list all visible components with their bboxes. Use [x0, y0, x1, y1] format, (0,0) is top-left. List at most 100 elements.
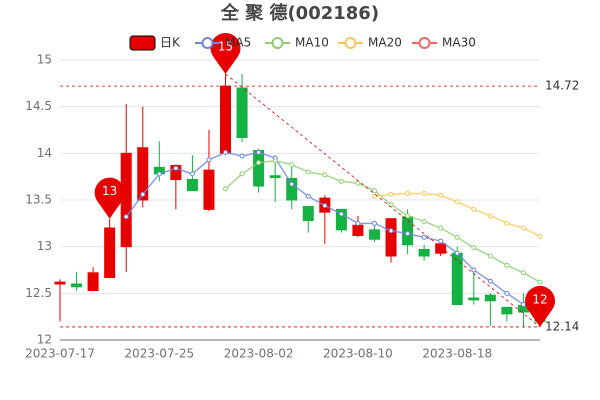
y-tick-label: 14 — [37, 146, 52, 160]
x-tick-label: 2023-08-10 — [323, 347, 393, 361]
ma-point — [239, 153, 245, 159]
ma-point — [454, 199, 460, 205]
mark-pin — [94, 177, 125, 219]
ma-point — [454, 250, 460, 256]
candle-body — [186, 178, 198, 192]
legend-icon — [129, 35, 156, 51]
candle-body — [71, 283, 83, 288]
ma-point — [123, 214, 129, 220]
ma-point — [322, 172, 328, 178]
candle-body — [269, 175, 281, 179]
candle-body — [402, 216, 414, 246]
candle-body — [170, 164, 182, 180]
ma-point — [438, 192, 444, 198]
x-tick-label: 2023-08-02 — [224, 347, 294, 361]
ma-point — [471, 206, 477, 212]
y-tick-label: 12.5 — [25, 286, 52, 300]
ma-point — [289, 162, 295, 168]
ma-point — [487, 278, 493, 284]
candle-body — [137, 147, 149, 201]
ma-point — [223, 149, 229, 155]
ma-point — [322, 203, 328, 209]
y-tick-label: 12 — [37, 333, 52, 347]
candle-body — [87, 272, 99, 292]
candle-body — [418, 248, 430, 257]
candle-body — [352, 224, 364, 236]
ma-point — [520, 302, 526, 308]
legend-label: MA20 — [368, 36, 402, 50]
legend-label: MA5 — [225, 36, 251, 50]
mark-pin — [525, 285, 555, 327]
ma-point — [173, 165, 179, 171]
x-tick-label: 2023-07-25 — [124, 347, 194, 361]
ma-point — [140, 191, 146, 197]
ma-point — [421, 190, 427, 196]
legend-icon — [418, 37, 431, 49]
candle-body — [435, 243, 447, 254]
ma-point — [421, 234, 427, 240]
ma-point — [537, 233, 543, 239]
candle-body — [335, 208, 347, 231]
ma-point — [471, 245, 477, 251]
ma-point — [487, 213, 493, 219]
ma-point — [338, 211, 344, 217]
ma-point — [338, 178, 344, 184]
ma-point — [520, 225, 526, 231]
ma-point — [371, 193, 377, 199]
ma-point — [189, 171, 195, 177]
y-tick-label: 13 — [37, 239, 52, 253]
candle-body — [253, 150, 265, 187]
ma-point — [537, 279, 543, 285]
candle-body — [302, 206, 314, 222]
ma-point — [371, 188, 377, 194]
candle-body — [286, 178, 298, 201]
trend-line — [225, 73, 541, 328]
ma-point — [454, 234, 460, 240]
ma-point — [371, 220, 377, 226]
ma-point — [504, 262, 510, 268]
x-tick-label: 2023-08-18 — [422, 347, 492, 361]
mark-line-label: 12.14 — [545, 319, 579, 333]
ma-point — [388, 228, 394, 234]
candle-body — [104, 227, 116, 278]
ma-point — [504, 290, 510, 296]
ma-point — [504, 220, 510, 226]
mark-line-label: 14.72 — [545, 79, 579, 93]
legend-label: MA30 — [442, 36, 476, 50]
legend-icon — [271, 37, 284, 49]
candle-body — [220, 85, 232, 154]
ma-point — [405, 231, 411, 237]
legend-icon — [344, 37, 357, 49]
mark-pin-label: 13 — [102, 184, 117, 198]
ma-point — [405, 213, 411, 219]
candle-body — [236, 87, 248, 138]
mark-pin-label: 15 — [218, 40, 233, 54]
ma-line — [225, 160, 541, 283]
ma-point — [487, 253, 493, 259]
ma-point — [438, 225, 444, 231]
ma-point — [289, 181, 295, 187]
candle-body — [451, 252, 463, 306]
ma-point — [438, 238, 444, 244]
candle-body — [468, 297, 480, 301]
candle-body — [484, 294, 496, 302]
candle-body — [203, 169, 215, 210]
legend-icon — [201, 37, 214, 49]
ma-point — [256, 149, 262, 155]
mark-pin-label: 12 — [532, 292, 547, 306]
ma-point — [421, 218, 427, 224]
y-tick-label: 13.5 — [25, 193, 52, 207]
ma-line — [125, 151, 541, 313]
ma-point — [520, 270, 526, 276]
chart-title: 全 聚 德(002186) — [220, 2, 379, 24]
ma-point — [206, 157, 212, 163]
ma-point — [156, 171, 162, 177]
ma-point — [355, 180, 361, 186]
ma-point — [256, 160, 262, 166]
candle-body — [385, 218, 397, 257]
legend-label: 日K — [160, 36, 181, 50]
y-tick-label: 14.5 — [25, 99, 52, 113]
candle-body — [368, 229, 380, 240]
y-tick-label: 15 — [37, 53, 52, 67]
